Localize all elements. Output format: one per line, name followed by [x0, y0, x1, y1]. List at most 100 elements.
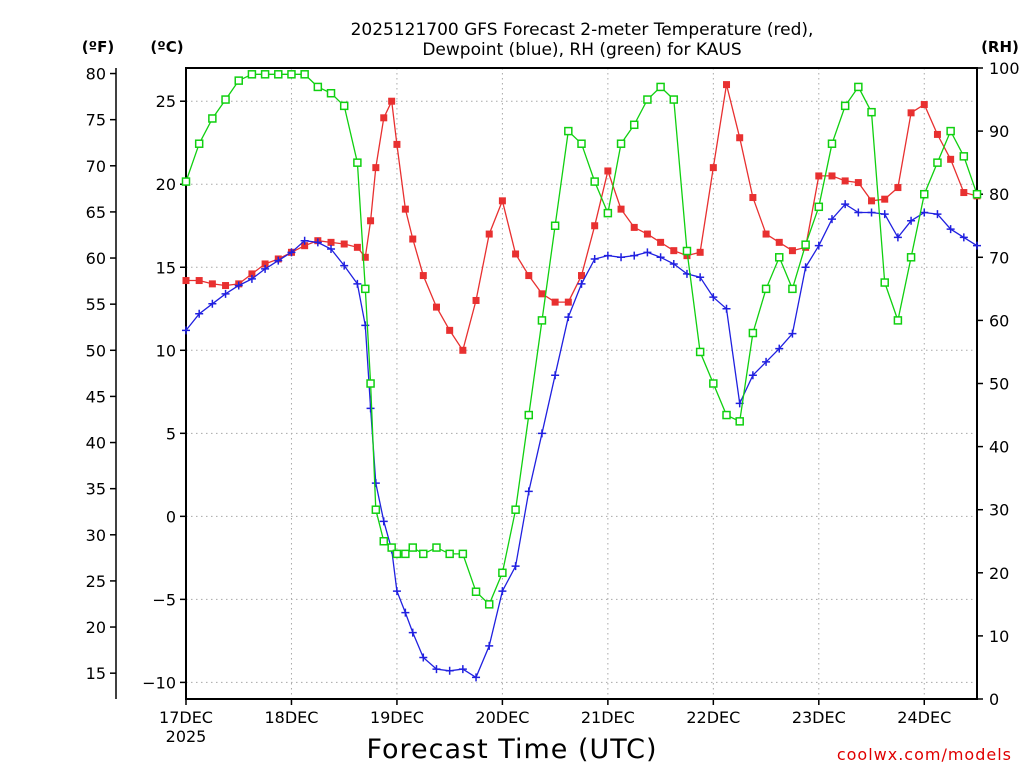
dewpoint-point — [327, 244, 336, 253]
temperature-point — [222, 282, 230, 290]
dewpoint-point — [722, 304, 731, 313]
rh-point — [972, 189, 982, 199]
chart-title-line-2: Dewpoint (blue), RH (green) for KAUS — [422, 40, 741, 60]
dewpoint-point — [854, 208, 863, 217]
temperature-point — [361, 253, 369, 261]
rh-point — [616, 139, 626, 148]
fahrenheit-tick-label: 60 — [86, 249, 106, 268]
temperature-point — [907, 109, 915, 117]
rh-tick-label: 50 — [989, 375, 1009, 394]
dewpoint-point — [933, 210, 942, 219]
rh-point — [722, 410, 731, 420]
temperature-point — [195, 277, 203, 285]
plot-border — [185, 67, 978, 700]
rh-point — [920, 189, 929, 199]
rh-point — [401, 549, 410, 559]
rh-series — [181, 70, 982, 609]
rh-point — [537, 316, 547, 325]
dewpoint-point — [814, 241, 823, 250]
dewpoint-point — [630, 251, 639, 260]
rh-point — [550, 221, 560, 230]
dewpoint-point — [445, 666, 454, 675]
dewpoint-point — [775, 344, 784, 353]
rh-point — [775, 253, 784, 262]
temperature-point — [894, 184, 902, 192]
dewpoint-point — [313, 238, 322, 247]
rh-point — [656, 82, 665, 92]
dewpoint-point — [920, 208, 929, 217]
rh-point — [959, 152, 969, 161]
rh-tick-label: 0 — [989, 690, 999, 709]
rh-point — [709, 379, 718, 388]
celsius-tick-label: 5 — [166, 424, 176, 443]
dewpoint-point — [788, 329, 797, 338]
temperature-point — [327, 238, 335, 246]
rh-point — [387, 543, 396, 552]
temperature-point — [617, 205, 625, 213]
dewpoint-point — [959, 233, 968, 242]
rh-tick-label: 40 — [989, 438, 1009, 457]
celsius-tick-label: 10 — [156, 341, 176, 360]
temperature-point — [419, 272, 427, 280]
rh-point — [788, 284, 797, 294]
rh-point — [392, 549, 402, 559]
rh-point — [893, 316, 903, 325]
rh-tick-label: 90 — [989, 122, 1009, 141]
temperature-point — [643, 230, 651, 238]
temperature-point — [485, 230, 493, 238]
x-axis-title: Forecast Time (UTC) — [366, 734, 657, 765]
dewpoint-point — [762, 357, 771, 366]
dewpoint-point — [366, 404, 375, 413]
rh-point — [208, 114, 217, 123]
temperature-point — [538, 290, 546, 298]
fahrenheit-tick-label: 15 — [86, 664, 106, 683]
temperature-point — [947, 155, 955, 163]
fahrenheit-tick-label: 35 — [86, 480, 106, 499]
dewpoint-point — [709, 293, 718, 302]
celsius-tick-label: 0 — [166, 507, 176, 526]
rh-point — [353, 158, 362, 167]
dewpoint-point — [537, 429, 546, 438]
x-tick-sublabel: 2025 — [166, 727, 207, 746]
fahrenheit-tick-label: 40 — [86, 434, 106, 453]
rh-point — [590, 177, 599, 186]
temperature-point — [432, 303, 440, 311]
celsius-tick-label: −5 — [152, 590, 176, 609]
rh-point — [445, 549, 454, 559]
rh-point — [629, 120, 639, 130]
rh-point — [682, 246, 692, 256]
temperature-point — [446, 326, 454, 334]
rh-tick-label: 10 — [989, 627, 1009, 646]
temperature-point — [401, 205, 409, 213]
rh-point — [906, 253, 916, 262]
rh-point — [408, 543, 418, 552]
temperature-point — [736, 134, 744, 142]
temperature-point — [564, 298, 572, 306]
rh-point — [933, 158, 942, 167]
dewpoint-point — [340, 261, 349, 270]
fahrenheit-tick-label: 25 — [86, 572, 106, 591]
dewpoint-point — [472, 673, 481, 682]
dewpoint-point — [907, 216, 916, 225]
temperature-point — [854, 179, 862, 187]
dewpoint-point — [485, 641, 494, 650]
dewpoint-point — [247, 274, 256, 283]
dewpoint-point — [841, 200, 850, 209]
temperature-point — [301, 242, 309, 250]
dewpoint-point — [603, 251, 612, 260]
temperature-point — [472, 296, 480, 304]
temperature-point — [749, 194, 757, 202]
dewpoint-point — [261, 264, 270, 273]
temperature-point — [388, 97, 396, 105]
credit-link[interactable]: coolwx.com/models — [837, 745, 1012, 764]
temperature-point — [372, 164, 380, 172]
x-tick-label: 18DEC — [264, 708, 318, 727]
temperature-point — [512, 250, 520, 258]
fahrenheit-unit-label: (ºF) — [82, 38, 114, 56]
temperature-point — [353, 243, 361, 251]
temperature-point — [459, 346, 467, 354]
x-tick-label: 21DEC — [581, 708, 635, 727]
dewpoint-series — [182, 200, 981, 682]
dewpoint-point — [590, 254, 599, 263]
